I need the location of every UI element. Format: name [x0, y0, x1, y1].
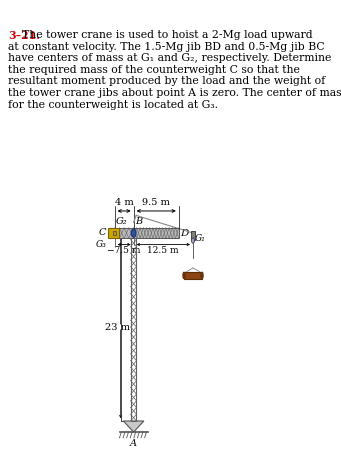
Text: The tower crane is used to hoist a 2-Mg load upward
at constant velocity. The 1.: The tower crane is used to hoist a 2-Mg … [8, 30, 341, 110]
Bar [191, 231, 195, 240]
Polygon shape [123, 421, 144, 432]
Bar [184, 272, 202, 279]
Text: C: C [99, 228, 106, 237]
Text: A: A [130, 439, 137, 448]
Text: G₁: G₁ [195, 234, 206, 243]
Text: −7.5 m: −7.5 m [107, 246, 141, 255]
Bar [113, 231, 116, 235]
Text: B: B [135, 217, 142, 226]
Text: 4 m: 4 m [115, 198, 133, 207]
Ellipse shape [183, 272, 185, 279]
Circle shape [191, 238, 195, 243]
Text: 9.5 m: 9.5 m [142, 198, 170, 207]
Circle shape [131, 229, 136, 237]
Text: G₃: G₃ [96, 240, 107, 249]
Text: 3–21.: 3–21. [8, 30, 40, 41]
Bar [134, 228, 179, 238]
Text: G₂: G₂ [116, 217, 128, 226]
Circle shape [131, 229, 136, 237]
Bar [131, 233, 136, 421]
Bar [115, 228, 134, 238]
Text: 23 m: 23 m [105, 323, 130, 332]
Text: 12.5 m: 12.5 m [148, 246, 179, 255]
Ellipse shape [201, 272, 203, 279]
Text: D: D [180, 229, 189, 238]
Bar [108, 228, 119, 238]
